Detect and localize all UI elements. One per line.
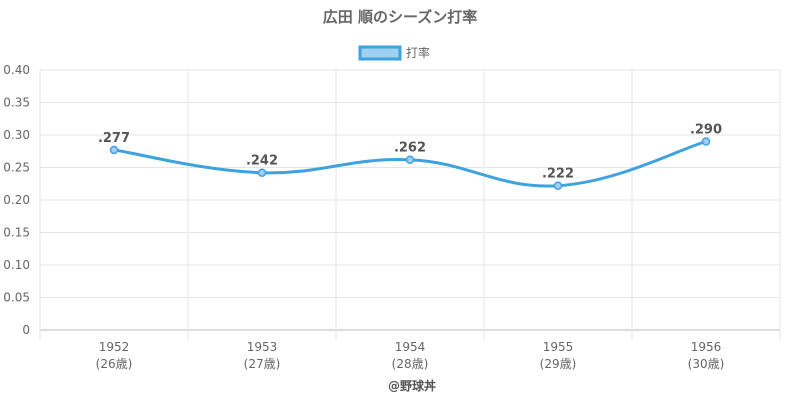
y-tick-label: 0.05: [3, 291, 30, 305]
x-tick-year: 1954: [395, 340, 426, 354]
x-axis-ticks: 1952 (26歳) 1953 (27歳) 1954 (28歳) 1955 (29歳) 1956…: [96, 340, 725, 371]
grid-lines: [39, 69, 781, 340]
data-label: .290: [690, 123, 722, 138]
data-points: [109, 137, 711, 190]
data-label: .222: [542, 167, 574, 182]
data-point[interactable]: [405, 155, 415, 164]
data-label: .262: [394, 141, 426, 156]
data-labels: .277 .242 .262 .222 .290: [98, 123, 722, 182]
data-label: .277: [98, 131, 130, 146]
x-tick-year: 1956: [691, 340, 722, 354]
legend[interactable]: 打率: [358, 45, 430, 61]
legend-swatch: [358, 45, 402, 61]
x-tick-age: (26歳): [96, 357, 133, 371]
y-tick-label: 0.40: [3, 63, 30, 77]
data-point[interactable]: [701, 137, 711, 146]
y-tick-label: 0.20: [3, 193, 30, 207]
x-tick-year: 1953: [247, 340, 278, 354]
y-tick-label: 0: [22, 323, 30, 337]
footer-credit: @野球丼: [388, 378, 436, 393]
data-point[interactable]: [553, 181, 563, 190]
data-point[interactable]: [257, 168, 267, 177]
x-tick-age: (28歳): [392, 357, 429, 371]
data-point[interactable]: [109, 145, 119, 155]
legend-label: 打率: [406, 45, 430, 60]
y-tick-label: 0.10: [3, 258, 30, 272]
data-label: .242: [246, 154, 278, 169]
y-tick-label: 0.35: [3, 96, 30, 110]
y-tick-label: 0.30: [3, 128, 30, 142]
x-tick-age: (29歳): [540, 357, 577, 371]
x-tick-year: 1952: [99, 340, 130, 354]
y-tick-label: 0.15: [3, 226, 30, 240]
x-tick-age: (30歳): [688, 357, 725, 371]
x-tick-age: (27歳): [244, 357, 281, 371]
x-tick-year: 1955: [543, 340, 574, 354]
y-axis-ticks: 0 0.05 0.10 0.15 0.20 0.25 0.30 0.35 0.40: [3, 63, 30, 337]
y-tick-label: 0.25: [3, 161, 30, 175]
chart-title: 広田 順のシーズン打率: [323, 8, 477, 26]
